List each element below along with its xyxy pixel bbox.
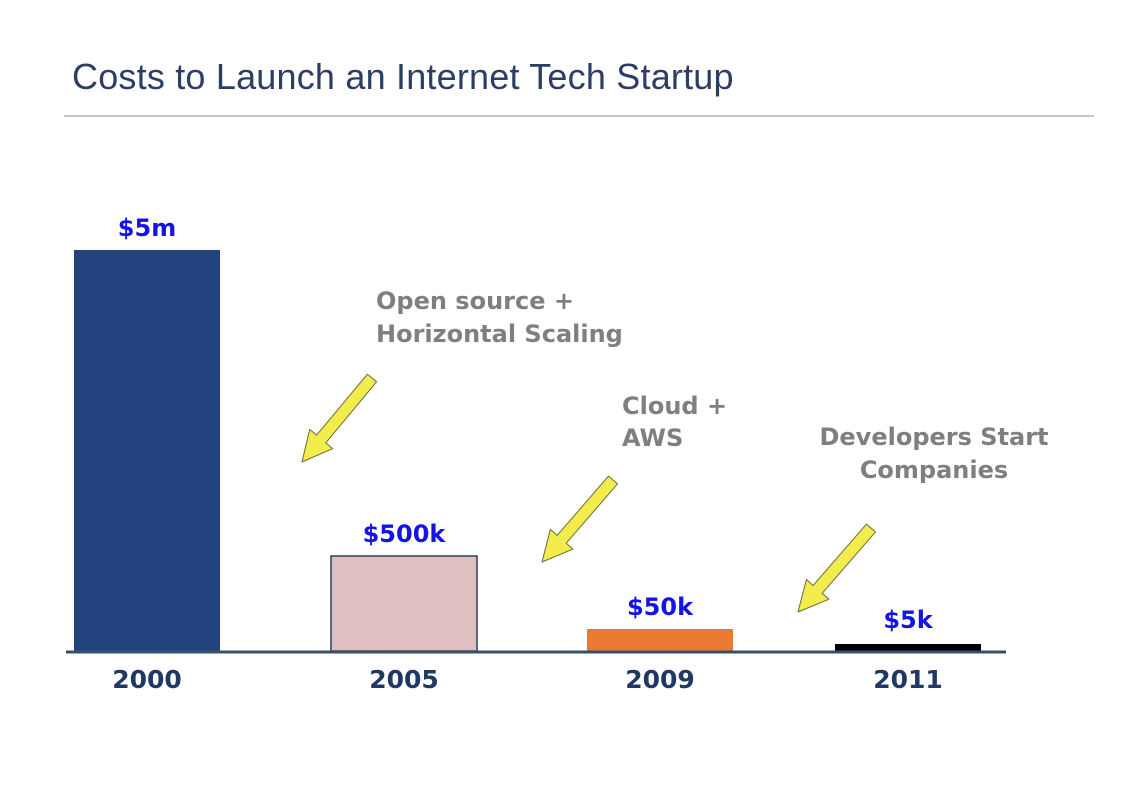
bar-2000 bbox=[74, 250, 220, 651]
annotation-3-line-2: Companies bbox=[860, 456, 1008, 484]
bar-2009 bbox=[587, 629, 733, 651]
bar-2005 bbox=[330, 555, 478, 652]
annotation-2-line-1: Cloud + bbox=[622, 392, 727, 420]
bars-layer bbox=[74, 250, 981, 652]
annotation-1-line-1: Open source + bbox=[376, 287, 574, 315]
x-tick-label-2009: 2009 bbox=[625, 665, 695, 694]
annotation-3-line-1: Developers Start bbox=[819, 423, 1048, 451]
x-tick-label-2011: 2011 bbox=[873, 665, 943, 694]
arrow-open-source bbox=[301, 373, 378, 463]
title-divider bbox=[64, 115, 1094, 117]
annotation-2-line-2: AWS bbox=[622, 424, 683, 452]
arrow-developers bbox=[797, 523, 876, 613]
value-label-2011: $5k bbox=[883, 606, 933, 634]
annotation-1-line-2: Horizontal Scaling bbox=[376, 320, 623, 348]
labels-layer: $5m 2000 $500k 2005 $50k 2009 $5k 2011 Open sour… bbox=[112, 214, 1048, 694]
value-label-2000: $5m bbox=[118, 214, 176, 242]
value-label-2005: $500k bbox=[363, 520, 447, 548]
bar-2011 bbox=[835, 644, 981, 651]
arrows-layer bbox=[301, 373, 876, 613]
x-tick-label-2005: 2005 bbox=[369, 665, 439, 694]
value-label-2009: $50k bbox=[627, 593, 694, 621]
x-tick-label-2000: 2000 bbox=[112, 665, 182, 694]
arrow-cloud bbox=[541, 475, 618, 563]
slide-title: Costs to Launch an Internet Tech Startup bbox=[72, 56, 734, 97]
